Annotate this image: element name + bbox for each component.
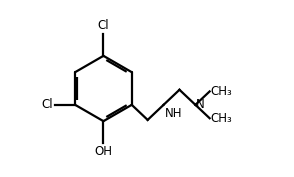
Text: Cl: Cl: [42, 98, 54, 111]
Text: OH: OH: [94, 145, 112, 158]
Text: NH: NH: [164, 107, 182, 120]
Text: CH₃: CH₃: [211, 85, 232, 98]
Text: N: N: [196, 98, 205, 111]
Text: Cl: Cl: [98, 19, 109, 32]
Text: CH₃: CH₃: [211, 112, 232, 125]
